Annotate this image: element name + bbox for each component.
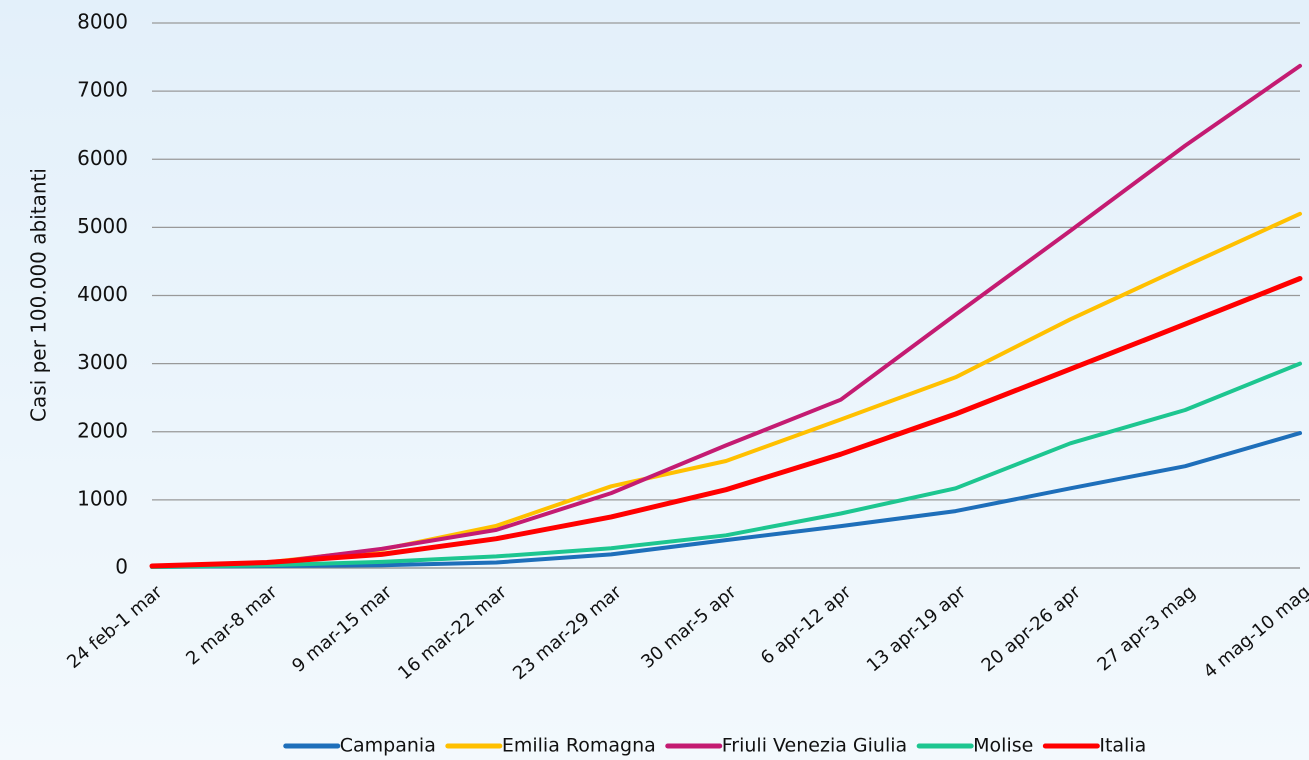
legend-label: Campania xyxy=(340,735,436,757)
x-tick-label: 16 mar-22 mar xyxy=(394,581,511,684)
x-tick-label: 13 apr-19 apr xyxy=(863,581,971,676)
x-tick-label: 6 apr-12 apr xyxy=(757,581,856,669)
legend-label: Italia xyxy=(1099,735,1146,757)
legend-label: Molise xyxy=(973,735,1033,757)
data-line xyxy=(150,211,1302,568)
x-tick-label: 27 apr-3 mag xyxy=(1093,582,1199,676)
x-tick-label: 4 mag-10 mag xyxy=(1200,582,1309,683)
data-line xyxy=(150,431,1302,569)
data-line xyxy=(149,276,1303,569)
data-line xyxy=(150,63,1302,568)
y-tick-label: 2000 xyxy=(77,418,128,442)
legend-label: Friuli Venezia Giulia xyxy=(722,735,907,757)
x-tick-label: 24 feb-1 mar xyxy=(63,581,167,673)
y-tick-label: 1000 xyxy=(77,486,128,510)
y-tick-label: 4000 xyxy=(77,282,128,306)
y-tick-label: 3000 xyxy=(77,350,128,374)
y-tick-label: 6000 xyxy=(77,146,128,170)
y-tick-label: 0 xyxy=(115,555,128,579)
x-tick-label: 30 mar-5 apr xyxy=(637,581,741,673)
y-tick-label: 8000 xyxy=(77,10,128,34)
y-tick-label: 5000 xyxy=(77,214,128,238)
x-tick-label: 2 mar-8 mar xyxy=(182,581,281,669)
legend: Campania Emilia Romagna Friuli Venezia Giu… xyxy=(283,735,1146,757)
x-tick-label: 20 apr-26 apr xyxy=(978,581,1086,676)
legend-label: Emilia Romagna xyxy=(502,735,656,757)
y-axis-label: Casi per 100.000 abitanti xyxy=(27,168,51,422)
data-line xyxy=(150,361,1302,569)
x-tick-label: 9 mar-15 mar xyxy=(288,581,396,677)
y-tick-label: 7000 xyxy=(77,78,128,102)
x-tick-label: 23 mar-29 mar xyxy=(509,581,626,684)
